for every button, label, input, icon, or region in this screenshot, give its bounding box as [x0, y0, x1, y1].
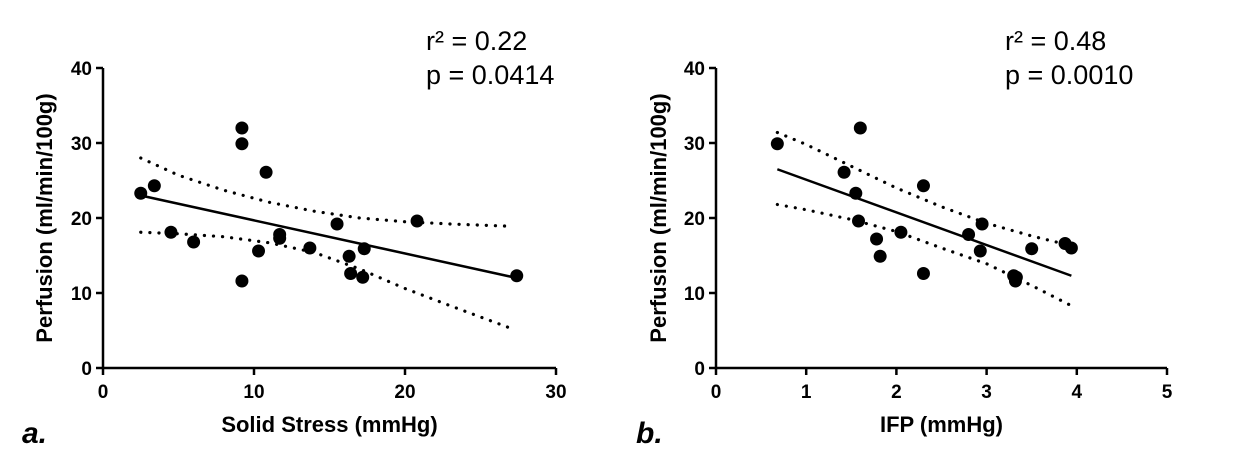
data-point	[344, 267, 358, 280]
data-point	[187, 235, 201, 249]
data-point	[235, 137, 249, 151]
x-tick-label: 1	[801, 382, 812, 403]
data-point	[356, 270, 370, 284]
data-point	[330, 217, 344, 231]
x-tick-label: 0	[711, 382, 722, 403]
data-point	[303, 241, 317, 255]
x-tick-label: 10	[243, 382, 264, 403]
y-tick-label: 30	[71, 134, 92, 155]
y-axis-label: Perfusion (ml/min/100g)	[32, 93, 57, 342]
y-tick-label: 10	[71, 284, 92, 305]
data-point	[849, 186, 863, 200]
data-point	[852, 214, 866, 228]
x-tick-label: 0	[98, 382, 109, 403]
panel-a: 0 10 20 30 40 0 10 20 30 Perfusion (ml/min/100g) S…	[22, 26, 567, 450]
y-tick-label: 10	[684, 284, 705, 305]
ci-lower-band	[775, 202, 1073, 308]
data-point	[916, 267, 930, 280]
y-tick-label: 40	[71, 59, 92, 80]
data-point	[235, 274, 249, 288]
x-tick-label: 20	[394, 382, 415, 403]
data-point	[975, 217, 989, 231]
data-point	[837, 165, 851, 179]
data-point	[973, 244, 987, 258]
data-point	[357, 242, 371, 256]
data-point	[342, 249, 356, 263]
data-point	[1025, 242, 1039, 256]
x-tick-label: 5	[1162, 382, 1173, 403]
data-point	[252, 244, 266, 258]
y-tick-label: 40	[684, 59, 705, 80]
x-tick-label: 2	[891, 382, 902, 403]
x-axis-label: Solid Stress (mmHg)	[221, 412, 437, 437]
data-point	[916, 179, 930, 193]
data-point	[164, 225, 178, 239]
y-tick-label: 30	[684, 134, 705, 155]
data-point	[410, 214, 424, 228]
data-point	[510, 269, 524, 283]
data-point	[273, 231, 287, 245]
r-squared-annotation: r² = 0.48	[1005, 26, 1106, 56]
data-point	[235, 121, 249, 135]
data-point	[853, 121, 867, 135]
p-value-annotation: p = 0.0414	[426, 60, 554, 90]
panel-label: a.	[22, 417, 47, 450]
y-tick-label: 20	[71, 209, 92, 230]
ci-upper-band	[139, 156, 513, 228]
panel-b: 0 10 20 30 40 0 1 2 3 4 5 Perfusion (ml/min/100g) IF…	[636, 26, 1173, 450]
data-point	[134, 186, 148, 200]
x-tick-label: 30	[545, 382, 566, 403]
x-tick-label: 3	[981, 382, 992, 403]
p-value-annotation: p = 0.0010	[1005, 60, 1133, 90]
data-point	[259, 165, 273, 179]
panel-label: b.	[636, 417, 663, 450]
y-axis-label: Perfusion (ml/min/100g)	[646, 93, 671, 342]
regression-line	[776, 168, 1072, 277]
data-point	[147, 179, 161, 193]
y-tick-label: 0	[81, 359, 92, 380]
data-point	[873, 249, 887, 263]
y-tick-label: 20	[684, 209, 705, 230]
data-point	[962, 228, 976, 241]
r-squared-annotation: r² = 0.22	[426, 26, 527, 56]
ci-upper-band	[775, 130, 1073, 248]
x-tick-label: 4	[1072, 382, 1083, 403]
data-point	[1009, 270, 1023, 284]
data-point	[894, 225, 908, 239]
data-point	[1064, 241, 1078, 255]
data-point	[770, 137, 784, 151]
data-point	[870, 232, 884, 246]
regression-line	[140, 194, 518, 280]
y-tick-label: 0	[694, 359, 705, 380]
x-axis-label: IFP (mmHg)	[880, 412, 1003, 437]
